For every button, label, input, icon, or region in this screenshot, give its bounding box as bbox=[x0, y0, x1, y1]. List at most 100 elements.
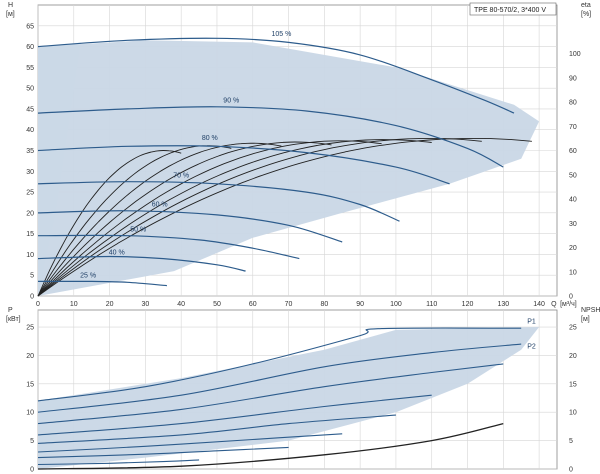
speed-label: 105 % bbox=[271, 31, 291, 38]
x-tick-label: 0 bbox=[36, 301, 40, 308]
power-curve bbox=[37, 414, 396, 444]
y2-tick-label: 50 bbox=[569, 172, 577, 179]
x-tick-label: 70 bbox=[285, 301, 293, 308]
head-curve bbox=[37, 37, 515, 114]
x-axis-unit: [м³/ч] bbox=[560, 301, 577, 308]
y-tick-label: 15 bbox=[26, 231, 34, 238]
power-curve bbox=[37, 343, 522, 413]
speed-label: 60 % bbox=[152, 202, 168, 209]
efficiency-curve bbox=[37, 140, 382, 297]
power-label: P2 bbox=[527, 344, 536, 351]
y2-tick-label: 90 bbox=[569, 75, 577, 82]
power-curve bbox=[37, 433, 343, 453]
power-curve bbox=[37, 327, 522, 402]
efficiency-curve bbox=[37, 137, 482, 297]
efficiency-curve bbox=[37, 142, 282, 297]
speed-label: 40 % bbox=[109, 249, 125, 256]
y-tick-label: 20 bbox=[26, 353, 34, 360]
operating-range bbox=[38, 327, 540, 469]
power-npsh-panel: 0 5 10 15 20 25 0 5 10 15 20 25 P [кВт] NPSH [м] P1 P2 bbox=[6, 307, 600, 474]
head-curve bbox=[37, 210, 343, 243]
y2-tick-label: 20 bbox=[569, 353, 577, 360]
head-flow-panel: 0 5 10 15 20 25 30 35 40 45 50 55 60 65 0 10 20 30 40 50 60 7… bbox=[6, 2, 591, 308]
speed-label: 80 % bbox=[202, 135, 218, 142]
y2-tick-label: 10 bbox=[569, 269, 577, 276]
y-axis-unit: [кВт] bbox=[6, 316, 21, 323]
y-tick-label: 10 bbox=[26, 252, 34, 259]
power-curve bbox=[37, 459, 200, 466]
x-tick-label: 30 bbox=[141, 301, 149, 308]
y-tick-label: 0 bbox=[30, 467, 34, 474]
y2-tick-label: 40 bbox=[569, 197, 577, 204]
y-tick-label: 65 bbox=[26, 23, 34, 30]
y-axis-label: H bbox=[8, 2, 13, 9]
power-curve bbox=[37, 394, 432, 436]
x-tick-label: 110 bbox=[426, 301, 437, 308]
y2-axis-label: eta bbox=[581, 2, 591, 9]
y-tick-label: 15 bbox=[26, 381, 34, 388]
y-tick-label: 25 bbox=[26, 325, 34, 332]
x-tick-label: 20 bbox=[106, 301, 114, 308]
speed-label: 50 % bbox=[130, 227, 146, 234]
y2-tick-label: 15 bbox=[569, 381, 577, 388]
y-tick-label: 50 bbox=[26, 86, 34, 93]
y2-tick-label: 25 bbox=[569, 325, 577, 332]
efficiency-curve bbox=[37, 139, 432, 297]
y2-tick-label: 70 bbox=[569, 124, 577, 131]
operating-range bbox=[38, 40, 540, 296]
title-box bbox=[469, 2, 557, 16]
head-curve bbox=[37, 255, 246, 272]
y2-axis-unit: [%] bbox=[581, 11, 591, 18]
y-tick-label: 20 bbox=[26, 210, 34, 217]
y-tick-label: 60 bbox=[26, 44, 34, 51]
efficiency-curve bbox=[37, 150, 182, 297]
x-tick-label: 60 bbox=[249, 301, 257, 308]
y2-tick-label: 30 bbox=[569, 221, 577, 228]
power-curve bbox=[37, 446, 289, 459]
head-curve bbox=[37, 181, 400, 222]
x-tick-label: 140 bbox=[533, 301, 545, 308]
y2-axis-label: NPSH bbox=[581, 307, 600, 314]
y-tick-label: 45 bbox=[26, 106, 34, 113]
speed-label: 25 % bbox=[80, 272, 96, 279]
x-tick-label: 100 bbox=[390, 301, 402, 308]
y-tick-label: 5 bbox=[30, 273, 34, 280]
y2-tick-label: 10 bbox=[569, 410, 577, 417]
y2-tick-label: 0 bbox=[569, 294, 573, 301]
y-tick-label: 40 bbox=[26, 127, 34, 134]
y2-tick-label: 100 bbox=[569, 51, 581, 58]
x-axis-label: Q bbox=[551, 301, 557, 308]
y2-tick-label: 20 bbox=[569, 245, 577, 252]
chart-title: TPE 80-570/2, 3*400 V bbox=[474, 7, 546, 14]
speed-label: 70 % bbox=[173, 173, 189, 180]
y2-tick-label: 0 bbox=[569, 467, 573, 474]
x-tick-label: 130 bbox=[497, 301, 509, 308]
head-curve bbox=[37, 280, 167, 287]
y-tick-label: 5 bbox=[30, 438, 34, 445]
head-curve bbox=[37, 106, 504, 168]
y2-tick-label: 80 bbox=[569, 100, 577, 107]
y-axis-label: P bbox=[8, 307, 13, 314]
y-axis-unit: [м] bbox=[6, 11, 15, 18]
efficiency-curve bbox=[37, 141, 332, 297]
y2-axis-unit: [м] bbox=[581, 316, 590, 323]
y2-tick-label: 60 bbox=[569, 148, 577, 155]
head-curve bbox=[37, 234, 300, 260]
y2-tick-label: 5 bbox=[569, 438, 573, 445]
power-label: P1 bbox=[527, 319, 536, 326]
y-tick-label: 10 bbox=[26, 410, 34, 417]
x-tick-label: 10 bbox=[70, 301, 78, 308]
y-tick-label: 55 bbox=[26, 65, 34, 72]
y-tick-label: 30 bbox=[26, 169, 34, 176]
x-tick-label: 80 bbox=[320, 301, 328, 308]
x-tick-label: 120 bbox=[462, 301, 474, 308]
y-tick-label: 0 bbox=[30, 294, 34, 301]
y-tick-label: 25 bbox=[26, 190, 34, 197]
head-curve bbox=[37, 145, 450, 185]
speed-label: 90 % bbox=[223, 98, 239, 105]
power-curve bbox=[37, 363, 504, 425]
npsh-curve bbox=[37, 422, 504, 470]
x-tick-label: 90 bbox=[356, 301, 364, 308]
x-tick-label: 50 bbox=[213, 301, 221, 308]
